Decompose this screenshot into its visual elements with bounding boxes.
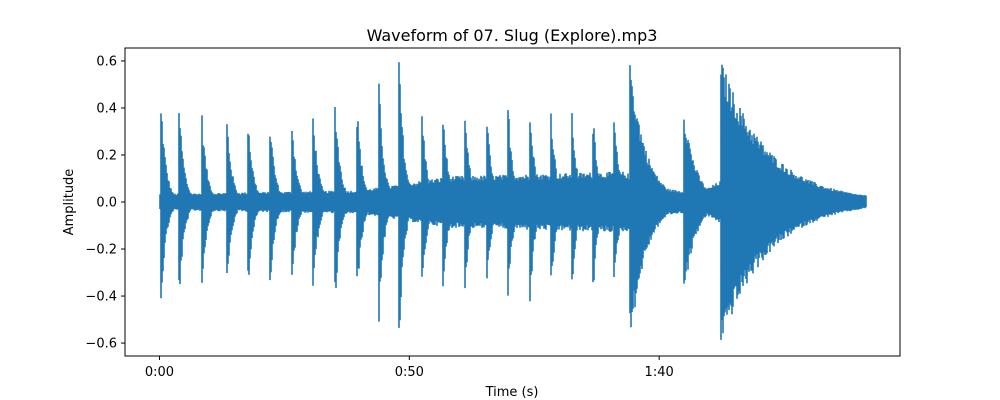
plot-area (159, 62, 867, 340)
y-axis-title: Amplitude (62, 169, 77, 236)
y-tick-label: 0.0 (96, 196, 117, 211)
y-tick-label: 0.4 (96, 101, 117, 116)
y-tick-label: 0.6 (96, 54, 117, 69)
x-tick-label: 0:50 (395, 365, 424, 380)
x-axis: 0:00 0:50 1:40 (145, 356, 674, 380)
x-axis-title: Time (s) (485, 385, 539, 400)
y-tick-label: −0.6 (85, 337, 117, 352)
y-axis: 0.6 0.4 0.2 0.0 −0.2 −0.4 −0.6 (85, 54, 125, 352)
y-tick-label: 0.2 (96, 148, 117, 163)
x-tick-label: 1:40 (645, 365, 674, 380)
y-tick-label: −0.2 (85, 243, 117, 258)
waveform-series (159, 62, 867, 340)
x-tick-label: 0:00 (145, 365, 174, 380)
y-tick-label: −0.4 (85, 290, 117, 305)
chart-title: Waveform of 07. Slug (Explore).mp3 (367, 26, 658, 45)
